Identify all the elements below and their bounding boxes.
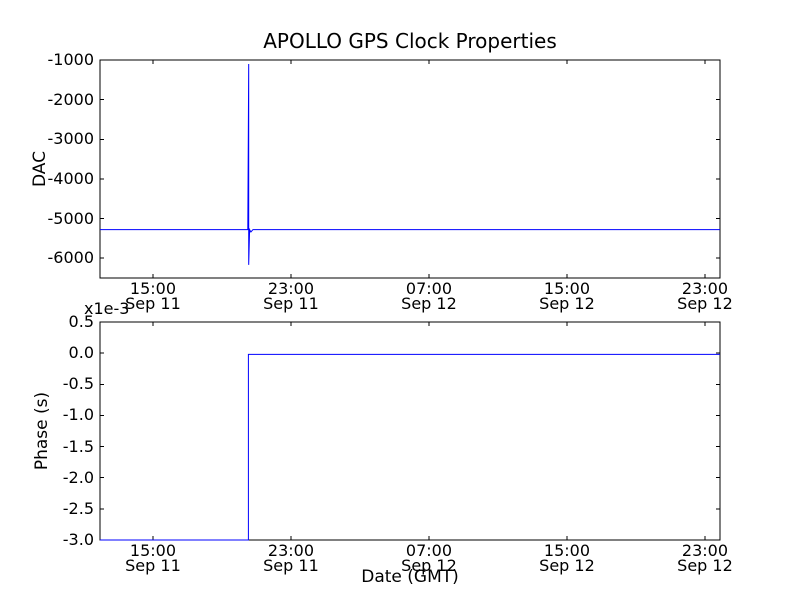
- x-tick-time: 15:00: [543, 279, 591, 298]
- x-tick-time: 23:00: [681, 279, 729, 298]
- x-tick-label: 23:00 Sep 11: [263, 541, 319, 575]
- x-tick-date: Sep 12: [539, 294, 595, 313]
- x-tick-label: 15:00 Sep 11: [125, 279, 181, 313]
- x-tick-date: Sep 11: [125, 294, 181, 313]
- y-tick-label: -4000: [47, 168, 95, 188]
- x-tick-label: 15:00 Sep 12: [539, 279, 595, 313]
- x-tick-time: 23:00: [267, 279, 315, 298]
- x-tick-date: Sep 12: [401, 294, 457, 313]
- x-tick-label: 15:00 Sep 12: [539, 541, 595, 575]
- x-tick-label: 23:00 Sep 12: [677, 279, 733, 313]
- x-tick-date: Sep 12: [539, 556, 595, 575]
- y-tick-label: 0.0: [68, 343, 94, 363]
- y-tick-label: -1.0: [62, 405, 94, 425]
- plot-dac-axes: [99, 59, 721, 279]
- phase-line: [100, 353, 720, 541]
- chart-title: APOLLO GPS Clock Properties: [263, 29, 557, 53]
- y-tick-label: -3.0: [62, 530, 94, 549]
- x-tick-label: 07:00 Sep 12: [401, 279, 457, 313]
- x-tick-label: 07:00 Sep 12: [401, 541, 457, 575]
- x-tick-time: 15:00: [543, 541, 591, 560]
- x-tick-date: Sep 12: [677, 556, 733, 575]
- x-tick-time: 15:00: [129, 279, 177, 298]
- y-axis-offset-text: x1e-3: [84, 299, 130, 318]
- x-tick-time: 23:00: [267, 541, 315, 560]
- dac-line: [100, 63, 720, 265]
- y-tick-label: -1000: [47, 50, 95, 69]
- y-tick-label: -2000: [47, 89, 95, 109]
- y-tick-label: -5000: [47, 208, 95, 228]
- y-tick-label: 0.5: [68, 312, 94, 331]
- y-tick-label: -1.5: [62, 436, 94, 456]
- y-tick-label: -2.5: [62, 498, 94, 518]
- x-tick-time: 07:00: [405, 541, 453, 560]
- x-tick-label: 15:00 Sep 11: [125, 541, 181, 575]
- y-tick-label: -2.0: [62, 467, 94, 487]
- x-tick-date: Sep 11: [263, 294, 319, 313]
- y-axis-label-phase: Phase (s): [32, 391, 52, 471]
- x-tick-date: Sep 11: [125, 556, 181, 575]
- y-tick-label: -3000: [47, 129, 95, 149]
- x-tick-date: Sep 12: [401, 556, 457, 575]
- y-tick-label: -0.5: [62, 374, 94, 394]
- x-tick-label: 23:00 Sep 12: [677, 541, 733, 575]
- x-tick-date: Sep 11: [263, 556, 319, 575]
- x-axis-label: Date (GMT): [361, 567, 459, 587]
- plot-phase-frame: [99, 321, 721, 541]
- x-tick-time: 15:00: [129, 541, 177, 560]
- y-tick-label: -6000: [47, 248, 95, 268]
- x-tick-time: 07:00: [405, 279, 453, 298]
- x-tick-time: 23:00: [681, 541, 729, 560]
- plot-dac-frame: [99, 59, 721, 279]
- x-tick-label: 23:00 Sep 11: [263, 279, 319, 313]
- x-tick-date: Sep 12: [677, 294, 733, 313]
